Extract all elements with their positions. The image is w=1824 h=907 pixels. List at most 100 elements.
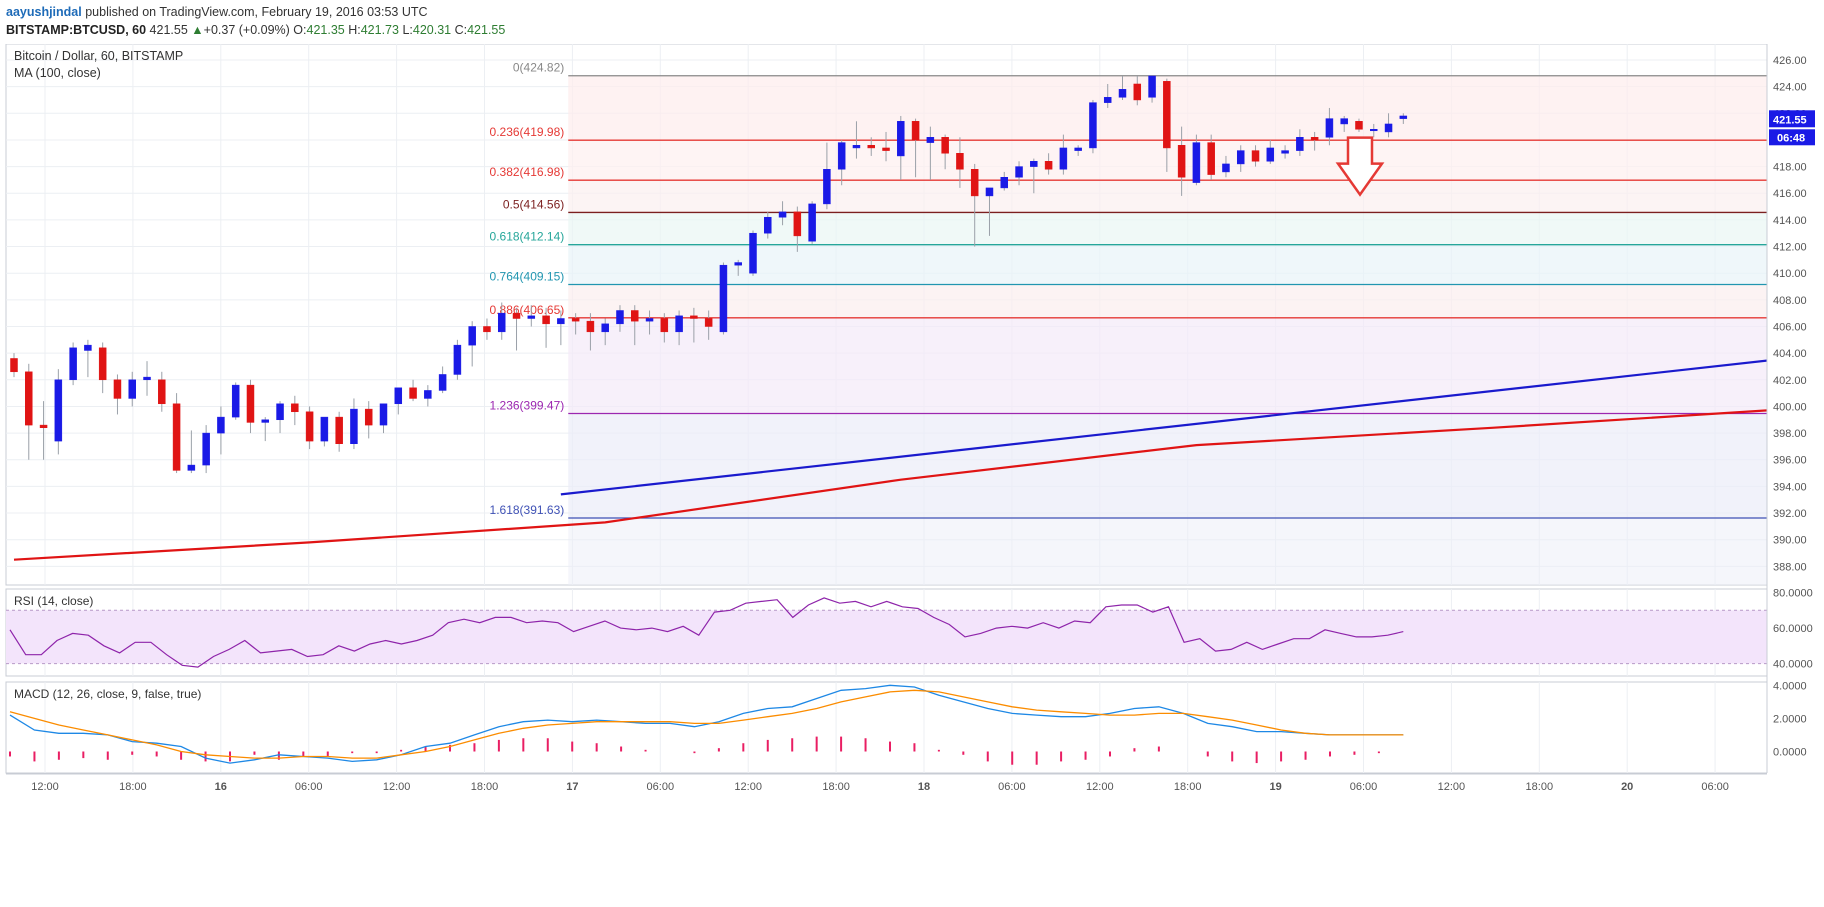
candle-body-94 bbox=[1399, 115, 1408, 119]
candle-body-92 bbox=[1370, 129, 1378, 132]
candle-body-86 bbox=[1281, 150, 1289, 154]
price-tick-13: 400.00 bbox=[1773, 401, 1807, 413]
fib-label-2: 0.382(416.98) bbox=[490, 165, 565, 179]
price-tick-15: 396.00 bbox=[1773, 455, 1807, 467]
candle-body-12 bbox=[187, 464, 196, 471]
price-tick-0: 426.00 bbox=[1773, 55, 1807, 67]
candle-body-77 bbox=[1148, 75, 1156, 98]
pane-titles: Bitcoin / Dollar, 60, BITSTAMP MA (100, c… bbox=[14, 49, 201, 701]
price-tick-7: 412.00 bbox=[1773, 242, 1807, 254]
symbol-label[interactable]: BITSTAMP:BTCUSD, 60 bbox=[6, 23, 147, 37]
date-tick-3: 06:00 bbox=[295, 781, 323, 793]
date-tick-16: 12:00 bbox=[1438, 781, 1466, 793]
candle-body-6 bbox=[98, 347, 107, 381]
fib-zone-5 bbox=[568, 284, 1767, 318]
candle-body-17 bbox=[261, 419, 270, 423]
candle-body-74 bbox=[1103, 97, 1112, 103]
candle-body-54 bbox=[808, 203, 816, 242]
candle-body-8 bbox=[128, 379, 136, 399]
candle-body-27 bbox=[409, 387, 417, 399]
candle-body-53 bbox=[793, 211, 802, 237]
time-tag: 06:48 bbox=[1777, 132, 1805, 144]
price-tag-bg bbox=[1769, 110, 1815, 128]
candle-body-49 bbox=[734, 262, 742, 266]
candle-body-76 bbox=[1133, 83, 1142, 101]
candle-body-43 bbox=[645, 318, 654, 322]
date-tick-13: 18:00 bbox=[1174, 781, 1202, 793]
candle-body-69 bbox=[1030, 161, 1038, 167]
candle-body-45 bbox=[675, 315, 683, 333]
candle-body-56 bbox=[837, 142, 846, 170]
candle-body-23 bbox=[350, 408, 358, 445]
candle-body-39 bbox=[586, 320, 595, 333]
candle-body-1 bbox=[25, 371, 33, 426]
price-tick-9: 408.00 bbox=[1773, 295, 1807, 307]
date-tick-19: 06:00 bbox=[1701, 781, 1729, 793]
fibonacci-retracement[interactable]: 0(424.82) 0.236(419.98) 0.382(416.98) 0.5(4… bbox=[490, 61, 1767, 585]
candle-body-31 bbox=[468, 326, 476, 346]
main-title: Bitcoin / Dollar, 60, BITSTAMP bbox=[14, 49, 183, 63]
high-label: H: bbox=[348, 23, 361, 37]
price-tick-17: 392.00 bbox=[1773, 508, 1807, 520]
candle-body-11 bbox=[172, 403, 181, 471]
price-tick-19: 388.00 bbox=[1773, 561, 1807, 573]
candle-body-18 bbox=[276, 403, 284, 421]
price-tick-5: 416.00 bbox=[1773, 188, 1807, 200]
price-change: +0.37 (+0.09%) bbox=[203, 23, 290, 37]
drawings[interactable] bbox=[560, 73, 1824, 496]
last-price: 421.55 bbox=[149, 23, 188, 37]
chart-area[interactable]: 0(424.82) 0.236(419.98) 0.382(416.98) 0.5(4… bbox=[0, 44, 1824, 907]
price-axis-bg bbox=[1767, 44, 1824, 799]
candle-body-66 bbox=[985, 187, 994, 197]
rsi-pane bbox=[6, 597, 1767, 668]
rsi-title: RSI (14, close) bbox=[14, 594, 93, 608]
candle-body-80 bbox=[1192, 142, 1201, 183]
macd-pane-frame bbox=[5, 681, 1768, 774]
candle-body-52 bbox=[778, 211, 787, 218]
down-arrow-icon bbox=[1335, 136, 1385, 197]
author-link[interactable]: aayushjindal bbox=[6, 5, 82, 19]
candle-body-20 bbox=[305, 411, 314, 442]
date-tick-14: 19 bbox=[1269, 781, 1281, 793]
candle-body-63 bbox=[941, 137, 949, 154]
date-tick-1: 18:00 bbox=[119, 781, 147, 793]
candle-body-59 bbox=[882, 147, 890, 151]
fib-zone-2 bbox=[568, 180, 1767, 213]
candle-body-16 bbox=[246, 384, 255, 423]
rsi-tick-1: 60.0000 bbox=[1773, 623, 1813, 635]
candle-body-65 bbox=[970, 169, 979, 197]
candle-body-47 bbox=[704, 318, 713, 327]
candle-body-68 bbox=[1015, 166, 1023, 178]
candle-body-38 bbox=[571, 318, 580, 322]
candle-body-61 bbox=[911, 121, 920, 141]
candle-body-32 bbox=[483, 326, 491, 333]
candle-body-28 bbox=[424, 390, 432, 399]
candle-body-44 bbox=[660, 318, 669, 333]
rsi-band-fill bbox=[6, 610, 1767, 664]
candle-body-34 bbox=[512, 312, 521, 319]
high-value: 421.73 bbox=[360, 23, 399, 37]
date-tick-12: 12:00 bbox=[1086, 781, 1114, 793]
fib-label-5: 0.764(409.15) bbox=[490, 270, 565, 284]
candle-body-33 bbox=[497, 312, 506, 333]
rsi-tick-0: 80.0000 bbox=[1773, 588, 1813, 600]
candle-body-35 bbox=[527, 315, 536, 319]
date-tick-8: 12:00 bbox=[734, 781, 762, 793]
candle-body-90 bbox=[1340, 118, 1348, 125]
candle-body-24 bbox=[364, 408, 373, 426]
low-label: L: bbox=[402, 23, 413, 37]
candle-body-42 bbox=[631, 310, 639, 322]
ma-legend: MA (100, close) bbox=[14, 66, 101, 80]
fib-label-4: 0.618(412.14) bbox=[490, 230, 565, 244]
candle-body-83 bbox=[1236, 150, 1245, 165]
candle-body-79 bbox=[1177, 145, 1186, 178]
candle-body-41 bbox=[616, 310, 624, 325]
candle-body-21 bbox=[320, 416, 329, 442]
close-value: 421.55 bbox=[467, 23, 506, 37]
candle-body-22 bbox=[335, 416, 343, 445]
price-tick-6: 414.00 bbox=[1773, 215, 1807, 227]
candle-body-58 bbox=[867, 145, 875, 149]
candle-body-7 bbox=[113, 379, 122, 399]
candle-body-55 bbox=[823, 169, 831, 205]
price-tag: 421.55 bbox=[1773, 114, 1807, 126]
